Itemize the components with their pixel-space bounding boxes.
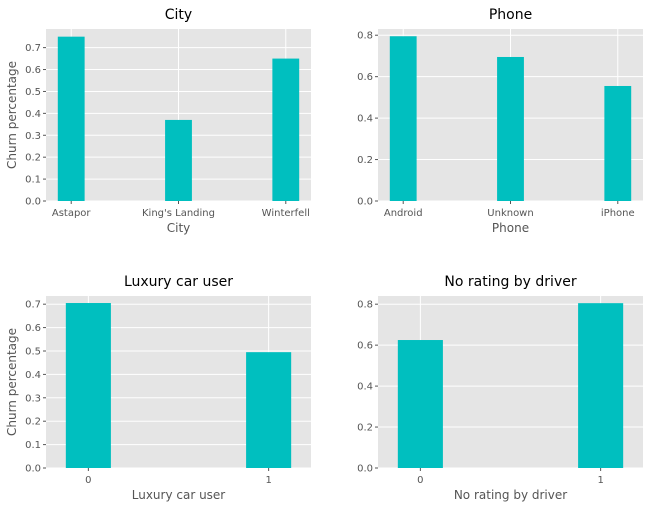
subplot-1: 0.0 0.1 0.2 0.3 0.4 0.5 0.6 0.7 Astapor King's La…: [5, 7, 311, 235]
y-tick-label: 0.2: [357, 423, 373, 434]
subplot-4: 0.0 0.2 0.4 0.6 0.8 0 1 No rating by driver No r…: [357, 274, 643, 502]
bar-iPhone: [604, 85, 632, 201]
y-tick-label: 0.8: [357, 31, 373, 42]
x-axis-label: Luxury car user: [132, 488, 226, 502]
bar-1: [246, 352, 292, 468]
bar-Unknown: [497, 56, 524, 201]
y-tick-label: 0.1: [25, 175, 41, 186]
y-tick-label: 0.3: [25, 393, 41, 404]
y-tick-label: 0.7: [25, 43, 41, 54]
x-tick-label: Android: [384, 208, 423, 219]
x-tick-label: 0: [85, 475, 91, 486]
x-tick-label: 0: [417, 475, 423, 486]
y-tick-label: 0.4: [357, 114, 373, 125]
y-tick-label: 0.0: [25, 197, 41, 208]
x-tick-label: Winterfell: [262, 208, 310, 219]
y-tick-label: 0.0: [25, 464, 41, 475]
x-tick-label: King's Landing: [142, 208, 215, 219]
y-tick-label: 0.6: [357, 341, 373, 352]
y-tick-label: 0.8: [357, 300, 373, 311]
y-tick-label: 0.4: [25, 370, 41, 381]
y-tick-label: 0.6: [25, 65, 41, 76]
x-tick-label: 1: [265, 475, 271, 486]
y-axis-label: Churn percentage: [5, 328, 19, 436]
y-tick-label: 0.5: [25, 346, 41, 357]
y-tick-label: 0.2: [357, 155, 373, 166]
bar-Android: [389, 36, 417, 201]
x-axis-label: No rating by driver: [454, 488, 567, 502]
chart-title: Phone: [489, 7, 532, 23]
chart-title: No rating by driver: [444, 274, 576, 290]
x-axis-label: City: [167, 221, 191, 235]
y-tick-label: 0.3: [25, 131, 41, 142]
bar-0: [65, 303, 111, 468]
subplot-3: 0.0 0.1 0.2 0.3 0.4 0.5 0.6 0.7 0 1 Luxury car use…: [5, 274, 311, 502]
y-tick-label: 0.2: [25, 153, 41, 164]
x-tick-label: Astapor: [52, 208, 92, 219]
y-tick-label: 0.7: [25, 300, 41, 311]
bar-King's Landing: [165, 119, 192, 201]
y-tick-label: 0.2: [25, 417, 41, 428]
y-tick-label: 0.1: [25, 440, 41, 451]
x-tick-label: Unknown: [487, 208, 533, 219]
chart-title: City: [165, 7, 192, 23]
y-tick-label: 0.5: [25, 87, 41, 98]
bar-Winterfell: [272, 58, 300, 201]
x-tick-label: 1: [597, 475, 603, 486]
bar-Astapor: [57, 36, 85, 201]
bar-0: [397, 340, 443, 468]
y-tick-label: 0.6: [25, 323, 41, 334]
x-axis-label: Phone: [492, 221, 529, 235]
y-tick-label: 0.4: [357, 382, 373, 393]
bar-1: [578, 303, 624, 468]
y-axis-label: Churn percentage: [5, 61, 19, 169]
x-tick-label: iPhone: [601, 208, 635, 219]
subplot-2: 0.0 0.2 0.4 0.6 0.8 Android Unknown iPhone Phone…: [357, 7, 643, 235]
y-tick-label: 0.6: [357, 72, 373, 83]
y-tick-label: 0.0: [357, 464, 373, 475]
y-tick-label: 0.4: [25, 109, 41, 120]
y-tick-label: 0.0: [357, 197, 373, 208]
chart-title: Luxury car user: [124, 274, 233, 290]
